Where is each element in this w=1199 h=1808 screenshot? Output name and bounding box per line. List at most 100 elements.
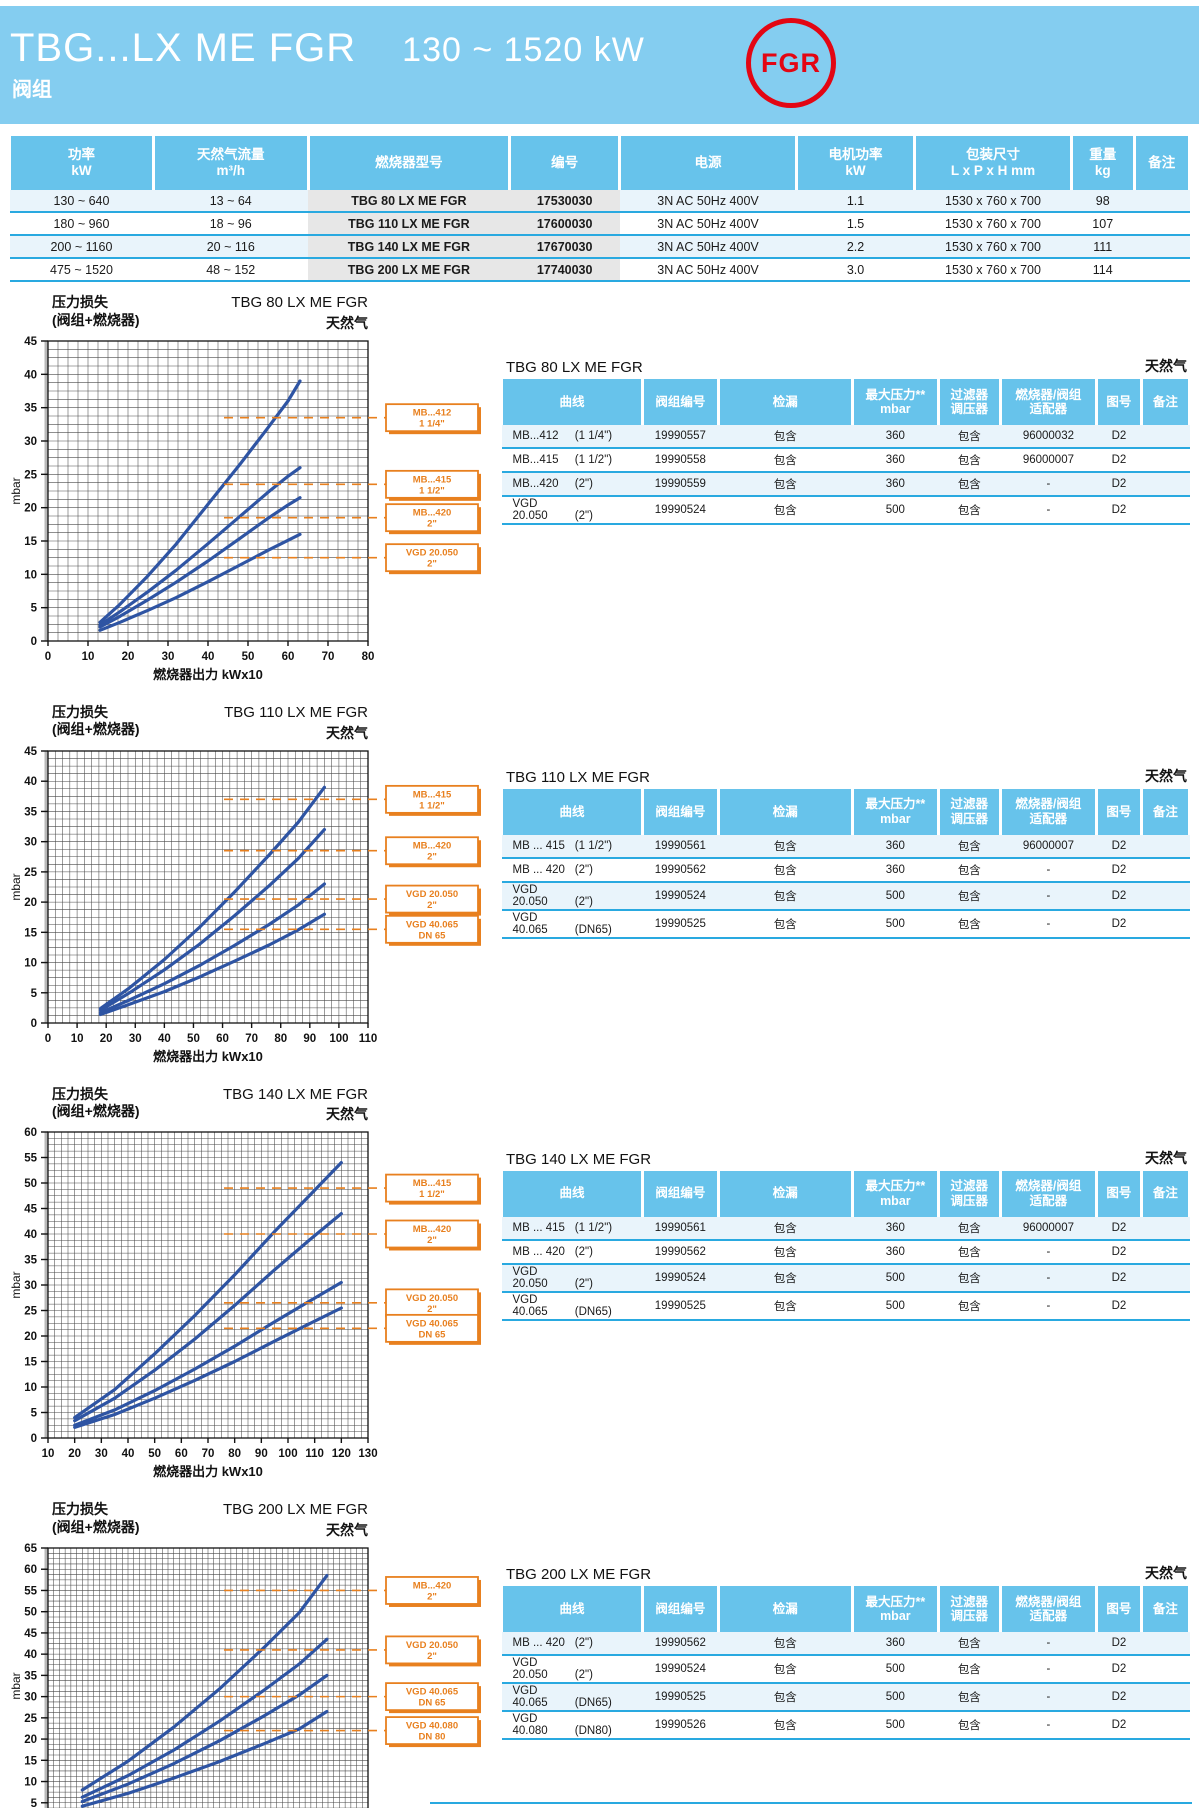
y-axis-title: mbar	[9, 477, 23, 504]
table-cell	[1141, 857, 1190, 882]
curve-size: (2")	[574, 863, 593, 876]
chart-block: 压力损失 (阀组+燃烧器) TBG 110 LX ME FGR 天然气 0 5 10 15 20…	[8, 704, 490, 1074]
curve-size: (DN65)	[574, 1697, 612, 1710]
chart-model-title: TBG 110 LX ME FGR	[224, 703, 368, 721]
chart-model-title: TBG 80 LX ME FGR	[231, 294, 368, 311]
curve-label-line2: 1 1/2"	[419, 800, 445, 811]
table-cell-curve: VGD 20.050 (2")	[501, 881, 643, 910]
y-axis-band	[44, 750, 48, 1023]
table-row: VGD 40.065 (DN65) 19990525 包含 500 包含 - D2	[501, 1291, 1190, 1320]
column-header-line2: mbar	[880, 402, 911, 416]
curve-label-line2: DN 80	[419, 1732, 446, 1743]
chart-title-left: 压力损失 (阀组+燃烧器)	[52, 1086, 140, 1125]
curve-size: (1 1/2")	[574, 1221, 613, 1234]
column-header-line1: 检漏	[772, 394, 798, 409]
column-header-line1: 图号	[1106, 804, 1132, 819]
table-row: MB ... 420 (2") 19990562 包含 360 包含 - D2	[501, 857, 1190, 882]
table-cell: 包含	[938, 1291, 1001, 1320]
valve-table-title: TBG 110 LX ME FGR	[506, 768, 650, 786]
curve-size: (DN65)	[574, 1305, 612, 1318]
y-tick-label: 45	[24, 336, 37, 348]
column-header: 过滤器 调压器	[936, 379, 1002, 425]
table-cell: 1.5	[796, 212, 915, 235]
column-header: 最大压力** mbar	[850, 1586, 940, 1633]
table-cell: 19990561	[642, 1216, 719, 1240]
column-header-line1: 过滤器	[950, 387, 989, 402]
table-cell: D2	[1096, 1216, 1142, 1240]
curve-line	[73, 1281, 343, 1428]
table-cell: 包含	[938, 1216, 1001, 1240]
table-cell: 360	[852, 472, 939, 496]
y-tick-label: 15	[24, 1357, 37, 1369]
x-tick-label: 110	[305, 1448, 324, 1460]
valve-table: 曲线 阀组编号 检漏 最大压力** mbar 过滤器 调压器 燃烧器/阀组 适配器 图号 备注 MB …	[499, 1170, 1192, 1321]
curve-size: (1 1/2")	[574, 454, 613, 466]
curve-line	[98, 785, 326, 1010]
column-header: 天然气流量 m³/h	[151, 136, 310, 190]
column-header: 燃烧器/阀组 适配器	[998, 788, 1099, 835]
x-tick-label: 60	[216, 1033, 229, 1045]
y-tick-label: 40	[24, 776, 37, 788]
grid	[47, 340, 369, 642]
y-tick-label: 55	[24, 1153, 37, 1165]
column-header-line1: 备注	[1152, 1186, 1178, 1201]
column-header-line1: 燃烧器/阀组	[1015, 1594, 1082, 1609]
curve-label-box	[385, 1288, 479, 1318]
column-header-line1: 备注	[1148, 155, 1176, 171]
chart-model-title: TBG 140 LX ME FGR	[222, 1085, 368, 1103]
table-cell-curve: VGD 40.065 (DN65)	[501, 1291, 643, 1320]
table-cell: -	[1000, 472, 1097, 496]
header-row: 功率 kW 天然气流量 m³/h 燃烧器型号 编号 电源 电机功率 kW 包装尺寸 L x P x …	[8, 136, 1191, 190]
curve-label-line2: 2"	[427, 900, 437, 911]
axis-tick-labels: 0510152025303540455055606530405060708090…	[24, 1543, 37, 1808]
pressure-loss-chart: 0510152025303540455055606530405060708090…	[9, 1543, 481, 1808]
table-cell-curve: MB ... 415 (1 1/2")	[501, 1216, 643, 1240]
curve-size: (1 1/2")	[574, 839, 613, 852]
curve-line	[80, 1673, 329, 1804]
table-cell-curve: MB ... 420 (2")	[501, 857, 643, 882]
pressure-loss-chart: 0 5 10 15 20 25 30 35 40 45 0 10 20 30 40 50 60 70 80 燃烧器出力…	[9, 336, 481, 682]
curve-name: MB ... 415	[512, 1221, 565, 1234]
x-tick-label: 80	[362, 651, 375, 663]
curve-line	[80, 1574, 329, 1792]
column-header-line2: mbar	[880, 1609, 911, 1624]
x-tick-label: 50	[187, 1033, 200, 1045]
y-tick-label: 10	[24, 1777, 37, 1789]
table-cell: 200 ~ 1160	[9, 235, 154, 258]
y-tick-label: 5	[31, 1408, 38, 1420]
curve-label-box	[385, 884, 479, 913]
table-cell: -	[1000, 1239, 1097, 1264]
x-tick-label: 100	[329, 1033, 348, 1045]
table-row: MB ... 415 (1 1/2") 19990561 包含 360 包含 9600000…	[501, 834, 1190, 858]
page-subtitle: 阀组	[12, 79, 52, 101]
table-cell: D2	[1096, 1683, 1142, 1712]
valve-table: 曲线 阀组编号 检漏 最大压力** mbar 过滤器 调压器 燃烧器/阀组 适配器 图号 备注 MB …	[499, 1586, 1192, 1740]
valve-table-title: TBG 200 LX ME FGR	[506, 1566, 652, 1584]
table-cell: 19990524	[642, 1263, 719, 1292]
table-cell: 包含	[718, 1711, 853, 1740]
curve-line	[80, 1709, 329, 1808]
column-header-line1: 阀组编号	[655, 804, 706, 819]
table-cell: 19990562	[642, 1632, 719, 1656]
column-header: 图号	[1095, 1170, 1143, 1217]
x-tick-label: 40	[158, 1033, 171, 1045]
curve-size: (2")	[574, 510, 593, 522]
column-header-line1: 最大压力**	[865, 797, 926, 812]
y-tick-label: 35	[24, 1255, 37, 1267]
curve-label-box	[385, 1682, 479, 1712]
table-cell: 96000007	[1000, 834, 1097, 858]
table-cell: TBG 110 LX ME FGR	[308, 212, 510, 235]
x-tick-label: 0	[45, 651, 51, 663]
table-cell: -	[1000, 1263, 1097, 1292]
x-tick-label: 90	[255, 1448, 268, 1460]
table-cell: 96000032	[1000, 425, 1097, 448]
column-header-line1: 曲线	[559, 1602, 585, 1617]
table-cell: 18 ~ 96	[153, 212, 309, 235]
curve-label-box	[385, 835, 479, 865]
y-axis-title: mbar	[9, 1272, 23, 1299]
column-header-line1: 包装尺寸	[966, 147, 1020, 163]
